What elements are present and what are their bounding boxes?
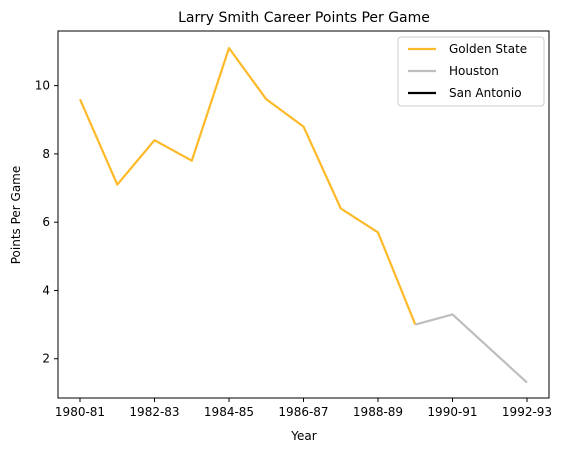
legend-entry: Golden State	[449, 42, 527, 56]
series-line-golden-state	[78, 46, 417, 326]
series-line-houston	[415, 313, 528, 384]
legend-entry: San Antonio	[449, 86, 522, 100]
y-axis-ticks: 2 4 6 8 10	[35, 79, 58, 366]
y-tick-label: 8	[42, 147, 50, 161]
legend: Golden State Houston San Antonio	[397, 36, 545, 107]
y-axis-label: Points Per Game	[9, 166, 23, 265]
y-tick-label: 4	[42, 283, 50, 297]
legend-frame	[397, 36, 545, 107]
legend-entry: Houston	[449, 64, 499, 78]
x-tick-label: 1986-87	[278, 405, 328, 419]
x-axis-ticks: 1980-81 1982-83 1984-85 1986-87 1988-89 1990-…	[55, 398, 552, 419]
y-tick-label: 2	[42, 352, 50, 366]
x-tick-label: 1982-83	[129, 405, 179, 419]
series-lines	[78, 46, 528, 384]
y-tick-label: 6	[42, 215, 50, 229]
x-tick-label: 1990-91	[427, 405, 477, 419]
x-tick-label: 1988-89	[353, 405, 403, 419]
chart-title: Larry Smith Career Points Per Game	[178, 10, 430, 26]
x-tick-label: 1980-81	[55, 405, 105, 419]
y-tick-label: 10	[35, 79, 50, 93]
x-tick-label: 1984-85	[204, 405, 254, 419]
x-tick-label: 1992-93	[502, 405, 552, 419]
plot-area: 1980-81 1982-83 1984-85 1986-87 1988-89 1990-…	[35, 30, 552, 419]
x-axis-label: Year	[290, 429, 316, 443]
